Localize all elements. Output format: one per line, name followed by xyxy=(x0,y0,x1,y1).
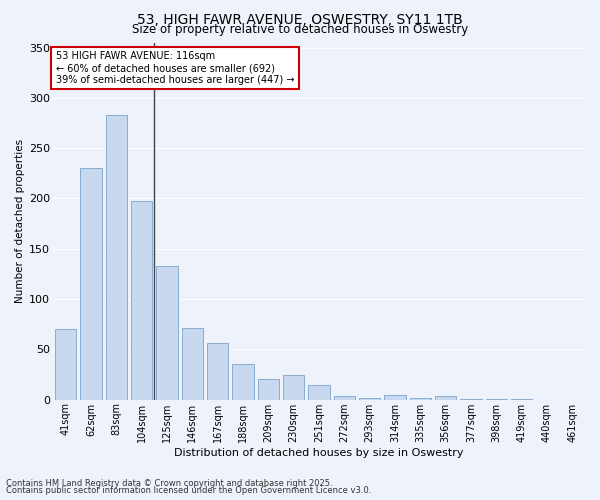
Bar xyxy=(359,398,380,400)
Bar xyxy=(232,364,254,400)
Bar xyxy=(485,398,507,400)
Bar xyxy=(80,168,102,400)
Bar xyxy=(435,396,457,400)
X-axis label: Distribution of detached houses by size in Oswestry: Distribution of detached houses by size … xyxy=(174,448,464,458)
Bar xyxy=(511,398,532,400)
Bar xyxy=(55,329,76,400)
Bar xyxy=(207,344,229,400)
Y-axis label: Number of detached properties: Number of detached properties xyxy=(15,139,25,303)
Bar xyxy=(182,328,203,400)
Bar xyxy=(257,378,279,400)
Bar xyxy=(460,398,482,400)
Bar xyxy=(106,115,127,400)
Bar xyxy=(308,384,330,400)
Bar xyxy=(131,202,152,400)
Bar xyxy=(334,396,355,400)
Bar xyxy=(156,266,178,400)
Text: 53, HIGH FAWR AVENUE, OSWESTRY, SY11 1TB: 53, HIGH FAWR AVENUE, OSWESTRY, SY11 1TB xyxy=(137,12,463,26)
Text: Size of property relative to detached houses in Oswestry: Size of property relative to detached ho… xyxy=(132,22,468,36)
Bar xyxy=(384,394,406,400)
Text: Contains HM Land Registry data © Crown copyright and database right 2025.: Contains HM Land Registry data © Crown c… xyxy=(6,478,332,488)
Text: Contains public sector information licensed under the Open Government Licence v3: Contains public sector information licen… xyxy=(6,486,371,495)
Text: 53 HIGH FAWR AVENUE: 116sqm
← 60% of detached houses are smaller (692)
39% of se: 53 HIGH FAWR AVENUE: 116sqm ← 60% of det… xyxy=(56,52,294,84)
Bar xyxy=(283,374,304,400)
Bar xyxy=(410,398,431,400)
